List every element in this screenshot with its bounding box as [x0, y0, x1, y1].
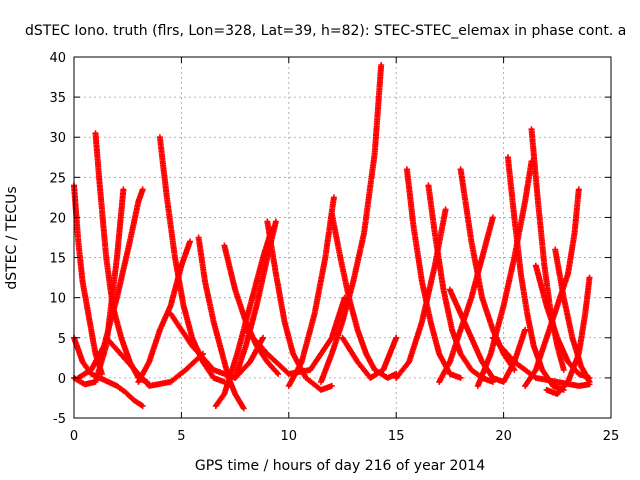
- series-25: [446, 286, 529, 385]
- series-markers: [318, 62, 385, 385]
- data-points: [71, 62, 593, 412]
- y-tick-label: 25: [49, 171, 66, 186]
- series-6: [103, 334, 206, 389]
- x-tick-label: 20: [495, 429, 512, 444]
- x-axis-label: GPS time / hours of day 216 of year 2014: [195, 458, 485, 474]
- series-20: [403, 166, 464, 381]
- series-markers: [242, 294, 348, 377]
- plot-frame: [73, 56, 612, 419]
- series-markers: [532, 262, 593, 381]
- series-markers: [103, 334, 206, 389]
- y-axis-label: dSTEC / TECUs: [4, 186, 20, 289]
- y-tick-label: 5: [58, 332, 66, 347]
- y-axis-ticks: -5 0 5 10 15 20 25 30 35 40: [49, 51, 611, 427]
- series-19: [339, 334, 400, 381]
- series-markers: [457, 166, 518, 373]
- y-tick-label: 10: [49, 292, 66, 307]
- series-markers: [522, 186, 582, 389]
- series-markers: [489, 334, 593, 389]
- series-markers: [403, 166, 464, 381]
- y-tick-label: 40: [49, 51, 66, 66]
- y-tick-label: -5: [53, 412, 66, 427]
- series-29: [522, 186, 582, 389]
- series-markers: [195, 234, 247, 412]
- series-22: [425, 182, 496, 385]
- series-30: [532, 262, 593, 381]
- series-24: [457, 166, 518, 373]
- chart-title: dSTEC Iono. truth (flrs, Lon=328, Lat=39…: [25, 23, 626, 39]
- series-markers: [135, 238, 193, 385]
- series-markers: [504, 154, 567, 393]
- series-33: [489, 334, 593, 389]
- series-8: [135, 238, 193, 385]
- series-markers: [425, 182, 496, 385]
- series-markers: [543, 274, 593, 397]
- series-18: [318, 62, 385, 385]
- y-tick-label: 0: [58, 372, 66, 387]
- x-tick-label: 10: [281, 429, 298, 444]
- series-markers: [446, 286, 529, 385]
- series-27: [504, 154, 567, 393]
- series-32: [543, 274, 593, 397]
- x-tick-label: 15: [388, 429, 405, 444]
- y-tick-label: 15: [49, 252, 66, 267]
- x-tick-label: 0: [70, 429, 78, 444]
- grid-lines: [74, 57, 611, 418]
- x-tick-label: 5: [177, 429, 185, 444]
- y-tick-label: 20: [49, 211, 66, 226]
- x-tick-label: 25: [603, 429, 620, 444]
- y-tick-label: 35: [49, 91, 66, 106]
- series-10: [195, 234, 247, 412]
- series-15: [242, 294, 348, 377]
- y-tick-label: 30: [49, 131, 66, 146]
- series-markers: [339, 334, 400, 381]
- x-axis-ticks: 0 5 10 15 20 25: [70, 57, 619, 444]
